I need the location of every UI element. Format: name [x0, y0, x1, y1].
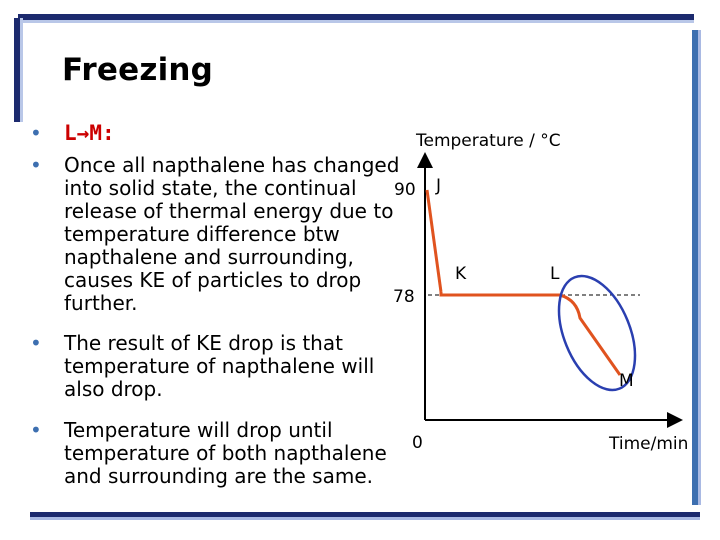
- bullet-item-ke-drop-result: • The result of KE drop is that temperat…: [30, 332, 410, 401]
- bottom-border-shadow: [30, 517, 700, 520]
- curve-segment-l-m: [559, 293, 622, 376]
- bullet-text: Once all napthalene has changed into sol…: [64, 153, 400, 315]
- bullet-heading-l: L: [64, 121, 77, 145]
- tick-label-90: 90: [394, 180, 416, 200]
- bullet-dot-icon: •: [30, 153, 42, 177]
- bullet-text: The result of KE drop is that temperatur…: [64, 331, 375, 401]
- tick-label-0: 0: [412, 433, 423, 453]
- point-label-j: J: [436, 176, 442, 196]
- left-border-bar: [14, 18, 20, 122]
- bottom-border-bar: [30, 512, 700, 517]
- point-label-m: M: [619, 371, 634, 391]
- bullet-dot-icon: •: [30, 418, 42, 442]
- point-label-k: K: [455, 264, 467, 284]
- top-border-shadow: [18, 20, 694, 23]
- slide-title: Freezing: [62, 52, 214, 88]
- bullet-item-ke-drop-cause: • Once all napthalene has changed into s…: [30, 154, 410, 315]
- bullet-item-temperature-equal: • Temperature will drop until temperatur…: [30, 419, 410, 488]
- y-axis-label: Temperature / °C: [416, 131, 561, 151]
- bullet-dot-icon: •: [30, 121, 42, 145]
- left-border-shadow: [20, 18, 23, 122]
- right-border-shadow: [698, 30, 701, 505]
- bullet-heading-m: M:: [89, 121, 115, 145]
- x-axis-label: Time/min: [609, 434, 689, 454]
- arrow-icon: →: [76, 121, 90, 145]
- top-border-bar: [18, 14, 694, 20]
- tick-label-78: 78: [393, 287, 415, 307]
- curve-segment-j-k: [425, 189, 443, 293]
- bullet-item-l-to-m: • L→M:: [30, 122, 115, 145]
- bullet-text: Temperature will drop until temperature …: [64, 418, 387, 488]
- curve-segment-k-l: [439, 292, 560, 297]
- bullet-dot-icon: •: [30, 331, 42, 355]
- right-border-bar: [692, 30, 698, 505]
- highlight-ellipse: [557, 274, 637, 392]
- point-label-l: L: [550, 264, 560, 284]
